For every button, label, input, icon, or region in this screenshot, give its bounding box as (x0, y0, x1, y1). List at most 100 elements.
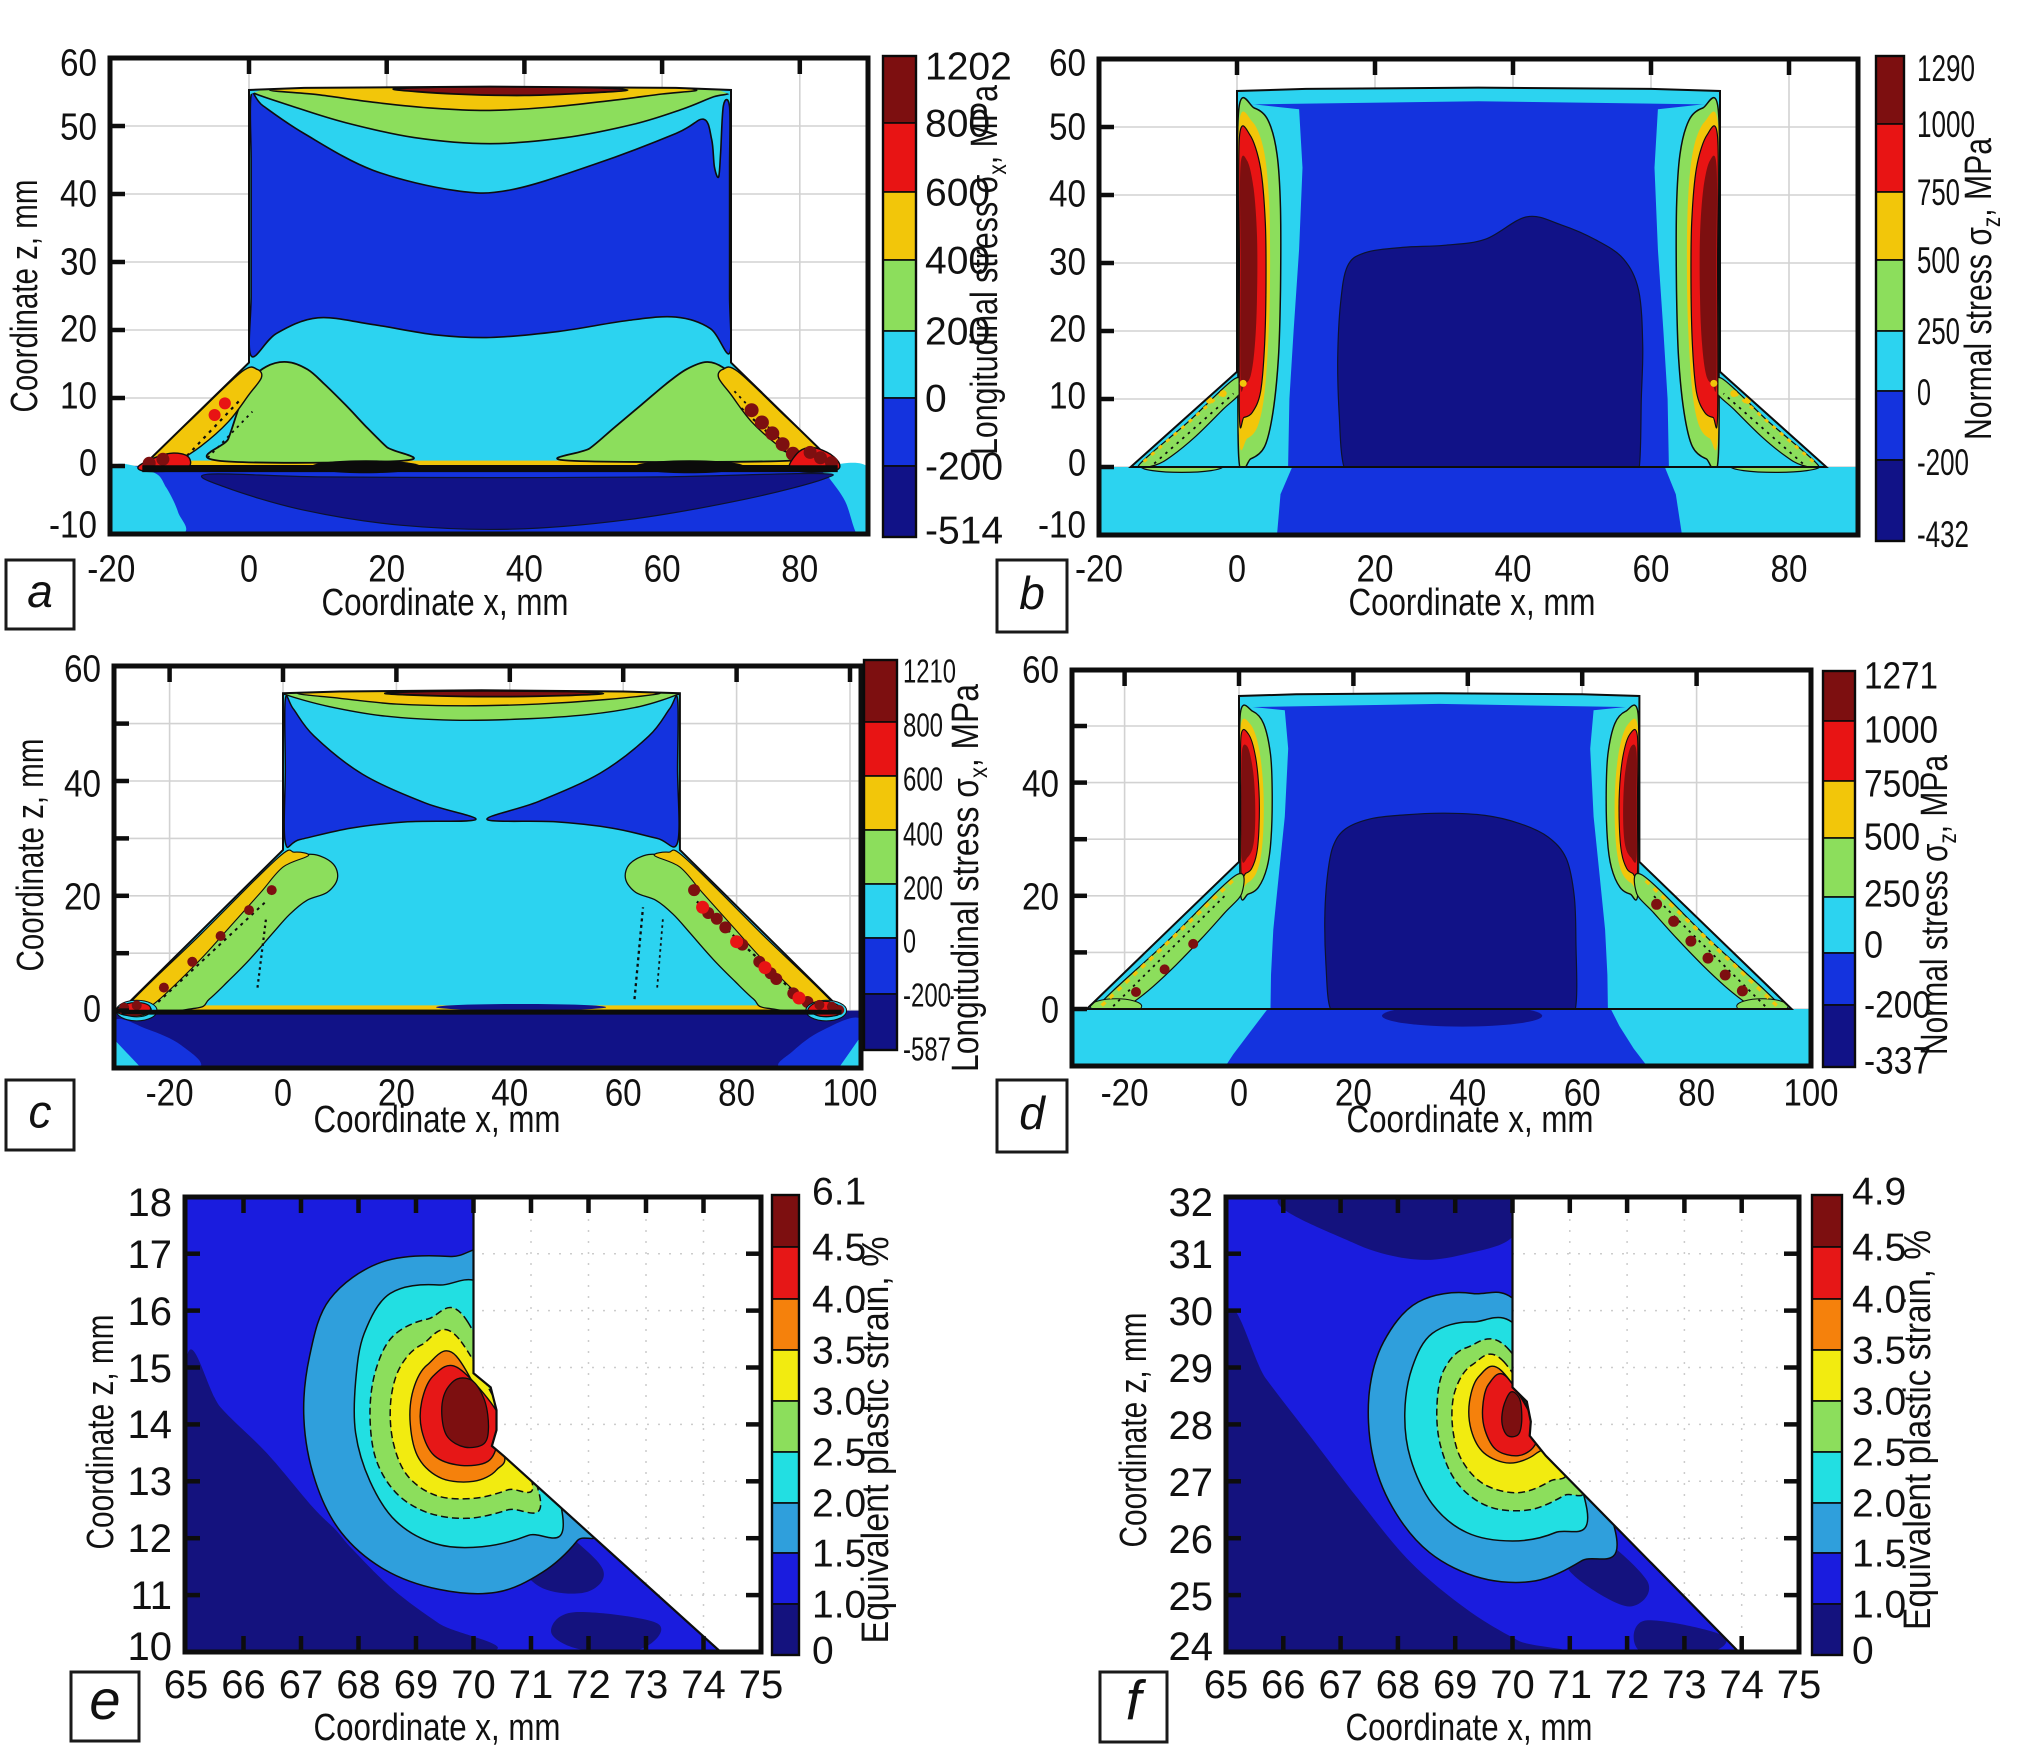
svg-text:66: 66 (1261, 1663, 1306, 1707)
svg-text:69: 69 (394, 1663, 439, 1707)
svg-text:6.1: 6.1 (812, 1171, 866, 1214)
svg-text:a: a (27, 565, 53, 617)
svg-text:-587: -587 (903, 1031, 951, 1068)
svg-text:80: 80 (781, 548, 818, 590)
svg-text:Coordinate x, mm: Coordinate x, mm (322, 582, 569, 624)
svg-text:1000: 1000 (1917, 104, 1975, 145)
svg-text:10: 10 (60, 375, 97, 417)
svg-text:-200: -200 (1917, 442, 1969, 483)
svg-text:40: 40 (1049, 173, 1086, 215)
svg-text:750: 750 (1917, 172, 1960, 213)
svg-text:20: 20 (378, 1072, 415, 1114)
svg-text:0: 0 (1041, 989, 1059, 1031)
svg-text:0: 0 (812, 1630, 834, 1673)
svg-text:31: 31 (1169, 1233, 1214, 1277)
svg-text:60: 60 (1049, 42, 1086, 84)
svg-text:15: 15 (128, 1347, 173, 1391)
svg-text:11: 11 (130, 1574, 172, 1618)
svg-text:10: 10 (1049, 375, 1086, 417)
svg-text:40: 40 (506, 548, 543, 590)
svg-text:0: 0 (274, 1072, 292, 1114)
svg-text:0: 0 (1228, 548, 1246, 590)
svg-text:70: 70 (1490, 1663, 1535, 1707)
svg-text:600: 600 (903, 761, 943, 798)
svg-text:1271: 1271 (1864, 655, 1938, 697)
svg-text:Coordinate x, mm: Coordinate x, mm (314, 1707, 561, 1749)
svg-text:Equivalent plastic strain, %: Equivalent plastic strain, % (855, 1237, 897, 1644)
svg-text:32: 32 (1169, 1181, 1214, 1225)
svg-text:27: 27 (1169, 1461, 1214, 1505)
svg-text:Coordinate x, mm: Coordinate x, mm (1346, 1707, 1593, 1749)
svg-text:60: 60 (1564, 1072, 1601, 1114)
svg-text:3.5: 3.5 (1852, 1330, 1906, 1373)
svg-text:29: 29 (1169, 1347, 1214, 1391)
svg-text:0: 0 (1068, 442, 1086, 484)
svg-text:0: 0 (903, 923, 916, 960)
svg-text:250: 250 (1864, 873, 1920, 915)
svg-text:60: 60 (60, 42, 97, 84)
svg-text:73: 73 (624, 1663, 669, 1707)
svg-text:Coordinate x, mm: Coordinate x, mm (314, 1099, 561, 1141)
svg-text:0: 0 (1917, 372, 1931, 413)
svg-text:2.5: 2.5 (1852, 1432, 1906, 1475)
svg-text:-200: -200 (925, 446, 1003, 489)
svg-text:Longitudinal stress σx, MPa: Longitudinal stress σx, MPa (945, 683, 993, 1072)
svg-text:40: 40 (1495, 548, 1532, 590)
svg-text:2.0: 2.0 (812, 1483, 866, 1526)
svg-text:20: 20 (1022, 876, 1059, 918)
svg-text:50: 50 (1049, 106, 1086, 148)
svg-text:70: 70 (451, 1663, 496, 1707)
svg-text:Coordinate z, mm: Coordinate z, mm (1113, 1313, 1155, 1548)
svg-text:65: 65 (1204, 1663, 1249, 1707)
svg-text:80: 80 (1678, 1072, 1715, 1114)
svg-text:1.0: 1.0 (1852, 1584, 1906, 1627)
svg-text:4.0: 4.0 (1852, 1279, 1906, 1322)
svg-text:4.5: 4.5 (812, 1227, 866, 1270)
svg-text:-432: -432 (1917, 514, 1969, 555)
svg-text:0: 0 (240, 548, 258, 590)
svg-text:3.0: 3.0 (1852, 1381, 1906, 1424)
svg-text:0: 0 (79, 442, 97, 484)
svg-text:500: 500 (1864, 816, 1920, 858)
svg-text:Normal stress σz, MPa: Normal stress σz, MPa (1914, 754, 1962, 1055)
svg-text:1290: 1290 (1917, 48, 1975, 89)
svg-text:40: 40 (60, 173, 97, 215)
svg-text:69: 69 (1433, 1663, 1478, 1707)
svg-text:24: 24 (1169, 1625, 1214, 1669)
svg-text:800: 800 (925, 103, 990, 146)
svg-text:200: 200 (903, 870, 943, 907)
svg-text:60: 60 (1633, 548, 1670, 590)
svg-text:Coordinate z, mm: Coordinate z, mm (80, 1315, 122, 1550)
svg-text:0: 0 (1852, 1630, 1874, 1673)
svg-text:67: 67 (1318, 1663, 1363, 1707)
svg-text:17: 17 (128, 1233, 173, 1277)
svg-text:20: 20 (1335, 1072, 1372, 1114)
svg-text:1210: 1210 (903, 653, 956, 690)
svg-text:18: 18 (128, 1181, 173, 1225)
svg-text:60: 60 (605, 1072, 642, 1114)
svg-text:100: 100 (823, 1072, 878, 1114)
svg-text:72: 72 (1605, 1663, 1650, 1707)
svg-text:20: 20 (64, 876, 101, 918)
svg-text:60: 60 (1022, 649, 1059, 691)
svg-text:30: 30 (60, 241, 97, 283)
svg-text:25: 25 (1169, 1575, 1214, 1619)
svg-text:26: 26 (1169, 1518, 1214, 1562)
svg-text:Coordinate z, mm: Coordinate z, mm (10, 739, 52, 972)
svg-text:e: e (89, 1668, 120, 1731)
svg-text:-10: -10 (49, 504, 97, 546)
svg-text:1202: 1202 (925, 46, 1012, 89)
svg-text:60: 60 (64, 648, 101, 690)
svg-text:80: 80 (718, 1072, 755, 1114)
svg-text:200: 200 (925, 311, 990, 354)
svg-text:67: 67 (279, 1663, 324, 1707)
svg-text:30: 30 (1049, 241, 1086, 283)
svg-text:Longitudinal stress σx, MPa: Longitudinal stress σx, MPa (964, 84, 1012, 455)
svg-text:d: d (1019, 1087, 1046, 1139)
svg-text:60: 60 (644, 548, 681, 590)
svg-text:0: 0 (83, 988, 101, 1030)
svg-text:10: 10 (128, 1625, 173, 1669)
svg-text:1000: 1000 (1864, 709, 1938, 751)
svg-text:-514: -514 (925, 510, 1003, 553)
svg-text:2.0: 2.0 (1852, 1483, 1906, 1526)
